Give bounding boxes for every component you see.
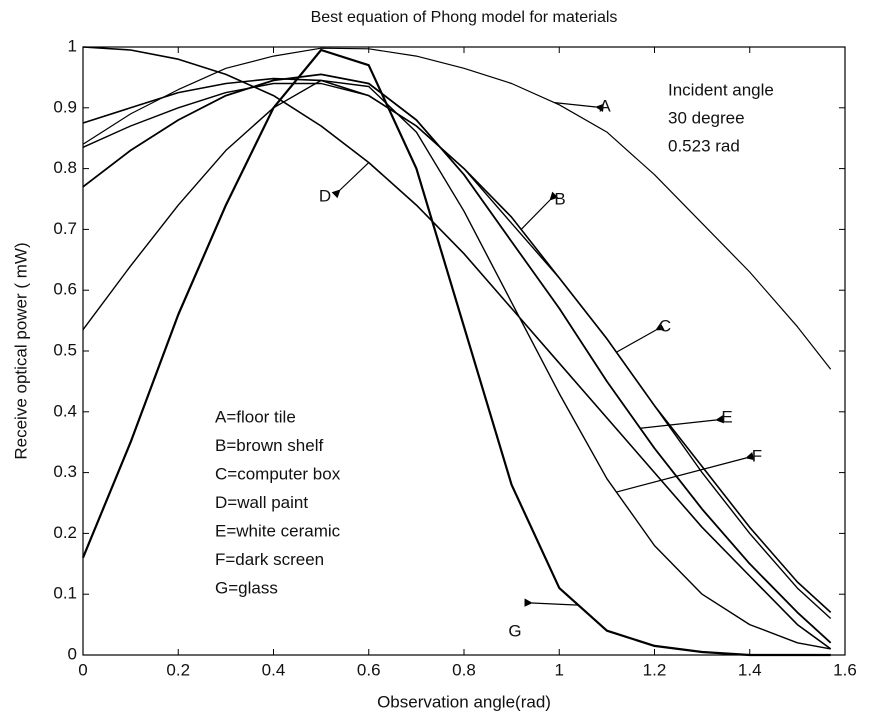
curve-label: G (508, 621, 521, 640)
y-tick-label: 0.5 (53, 340, 77, 359)
y-tick-label: 1 (68, 36, 77, 55)
y-tick-label: 0.9 (53, 97, 77, 116)
series-line (81, 48, 831, 657)
x-tick-label: 1 (555, 660, 564, 679)
y-tick-label: 0.2 (53, 523, 77, 542)
label-arrow (616, 322, 665, 353)
x-tick-label: 0.4 (262, 660, 286, 679)
label-arrow (524, 598, 579, 607)
x-tick-label: 1.2 (643, 660, 667, 679)
x-tick-label: 0.2 (166, 660, 190, 679)
series-line (82, 73, 832, 644)
x-tick-label: 0 (78, 660, 87, 679)
curve-label: B (554, 189, 565, 208)
legend-entry: D=wall paint (215, 493, 308, 512)
y-tick-label: 0.7 (53, 219, 77, 238)
y-tick-label: 0.1 (53, 584, 77, 603)
y-tick-label: 0.8 (53, 158, 77, 177)
annotation: 0.523 rad (668, 136, 740, 155)
curve-label: F (752, 446, 762, 465)
x-tick-label: 0.8 (452, 660, 476, 679)
x-tick-label: 1.4 (738, 660, 762, 679)
label-arrow (520, 191, 559, 230)
series-line (82, 77, 832, 613)
legend-entry: F=dark screen (215, 550, 324, 569)
x-tick-label: 0.6 (357, 660, 381, 679)
curve-label: C (659, 316, 671, 335)
annotation: Incident angle (668, 80, 774, 99)
x-axis-label: Observation angle(rad) (377, 692, 551, 711)
y-tick-label: 0.3 (53, 462, 77, 481)
annotation: 30 degree (668, 108, 745, 127)
curve-label: E (721, 407, 732, 426)
label-arrow (331, 162, 370, 199)
x-tick-label: 1.6 (833, 660, 857, 679)
label-arrow (554, 102, 604, 112)
y-tick-label: 0 (68, 644, 77, 663)
label-arrow (640, 415, 724, 429)
curve-label: A (599, 96, 611, 115)
label-arrow (616, 452, 755, 493)
series-line (82, 79, 831, 650)
legend-entry: B=brown shelf (215, 436, 323, 455)
series-line (82, 46, 832, 650)
y-tick-label: 0.4 (53, 401, 77, 420)
y-axis-label: Receive optical power ( mW) (11, 242, 30, 459)
legend-entry: C=computer box (215, 464, 341, 483)
chart-title: Best equation of Phong model for materia… (311, 9, 618, 26)
legend-entry: E=white ceramic (215, 521, 341, 540)
series-line (82, 47, 832, 370)
series-line (82, 82, 832, 620)
y-tick-label: 0.6 (53, 280, 77, 299)
legend-entry: G=glass (215, 578, 278, 597)
legend-entry: A=floor tile (215, 407, 296, 426)
curve-label: D (319, 186, 331, 205)
